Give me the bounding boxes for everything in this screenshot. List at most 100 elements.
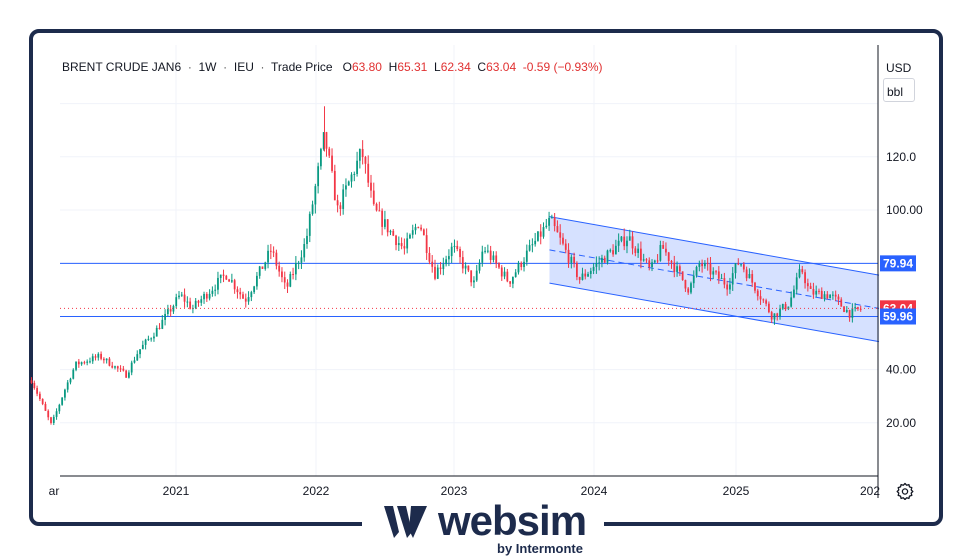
channel-upper-line: [549, 216, 880, 276]
candle-body: [673, 262, 676, 272]
candle-body: [498, 263, 500, 268]
candle-body: [598, 262, 601, 264]
candle-body: [283, 277, 286, 283]
currency-label: USD: [886, 61, 912, 75]
candle-body: [751, 274, 754, 283]
candle-body: [347, 181, 350, 186]
candle-body: [603, 257, 606, 263]
candle-body: [581, 273, 584, 280]
candle-body: [651, 262, 653, 268]
candle-body: [261, 266, 264, 269]
candle-body: [242, 294, 244, 299]
candle-body: [392, 230, 395, 236]
low-label: L: [434, 60, 441, 74]
candle-body: [851, 308, 854, 318]
candle-body: [222, 274, 225, 276]
candle-body: [589, 270, 592, 274]
candle-body: [628, 236, 631, 241]
candle-body: [200, 299, 203, 303]
candle-body: [553, 217, 556, 227]
candle-body: [122, 368, 125, 371]
candle-body: [793, 289, 795, 298]
candle-body: [642, 259, 645, 261]
candle-body: [762, 299, 765, 301]
candle-body: [205, 293, 208, 299]
candle-body: [614, 245, 617, 255]
candle-body: [228, 279, 230, 282]
candle-body: [64, 389, 66, 398]
candle-body: [420, 227, 422, 230]
candle-body: [292, 274, 294, 276]
candle-body: [225, 275, 228, 280]
candle-body: [80, 362, 83, 365]
candle-body: [111, 365, 114, 368]
candle-body: [801, 269, 804, 273]
candle-body: [701, 263, 704, 267]
candle-body: [219, 274, 222, 278]
price-type: Trade Price: [271, 60, 333, 74]
x-tick-label: 2025: [723, 484, 750, 498]
candle-body: [442, 264, 445, 270]
candle-body: [370, 182, 372, 191]
interval[interactable]: 1W: [198, 60, 217, 74]
candle-body: [161, 319, 164, 329]
candle-body: [428, 252, 431, 262]
candle-body: [275, 252, 278, 266]
regression-channel[interactable]: [549, 216, 880, 343]
candle-body: [779, 308, 781, 317]
candle-body: [809, 286, 812, 289]
candle-body: [626, 240, 628, 247]
candle-body: [400, 243, 403, 247]
candle-body: [183, 294, 186, 302]
candle-body: [562, 237, 564, 244]
candle-body: [523, 261, 525, 268]
candle-body: [94, 356, 97, 358]
candle-body: [512, 276, 514, 284]
candle-body: [72, 369, 75, 379]
candle-body: [38, 393, 41, 400]
candle-body: [439, 267, 442, 270]
close-label: C: [477, 60, 487, 74]
symbol-name[interactable]: BRENT CRUDE JAN6: [62, 60, 182, 74]
candle-body: [706, 263, 709, 265]
candle-body: [395, 235, 397, 246]
candle-body: [431, 261, 434, 267]
candle-body: [517, 262, 520, 273]
candle-body: [47, 410, 50, 418]
candle-body: [818, 290, 820, 292]
candle-body: [100, 353, 102, 359]
candle-body: [105, 358, 108, 361]
candle-body: [378, 210, 381, 212]
candle-body: [119, 368, 122, 370]
high-value: 65.31: [397, 60, 428, 74]
candle-body: [745, 269, 748, 279]
candle-body: [208, 293, 211, 299]
candle-body: [155, 327, 158, 337]
candle-body: [726, 284, 729, 290]
candle-body: [97, 353, 100, 358]
candle-body: [843, 306, 845, 312]
candle-body: [286, 282, 289, 287]
candle-body: [681, 271, 684, 281]
unit-selector[interactable]: bbl: [883, 78, 915, 102]
candle-body: [776, 313, 779, 317]
gear-icon[interactable]: [896, 482, 914, 500]
candle-body: [831, 294, 834, 296]
candle-body: [61, 397, 64, 405]
candle-body: [244, 298, 247, 302]
candle-body: [128, 372, 130, 378]
horizontal-levels[interactable]: [60, 262, 878, 318]
candle-body: [158, 327, 161, 329]
candle-body: [659, 244, 662, 261]
candle-body: [384, 219, 386, 227]
channel-lower-line: [549, 282, 880, 343]
candle-body: [770, 312, 773, 320]
candle-body: [740, 264, 742, 266]
candle-body: [58, 404, 61, 412]
candle-body: [108, 358, 111, 366]
candle-body: [550, 217, 553, 219]
candle-body: [306, 235, 308, 245]
candle-body: [667, 252, 670, 261]
candle-body: [331, 155, 333, 171]
